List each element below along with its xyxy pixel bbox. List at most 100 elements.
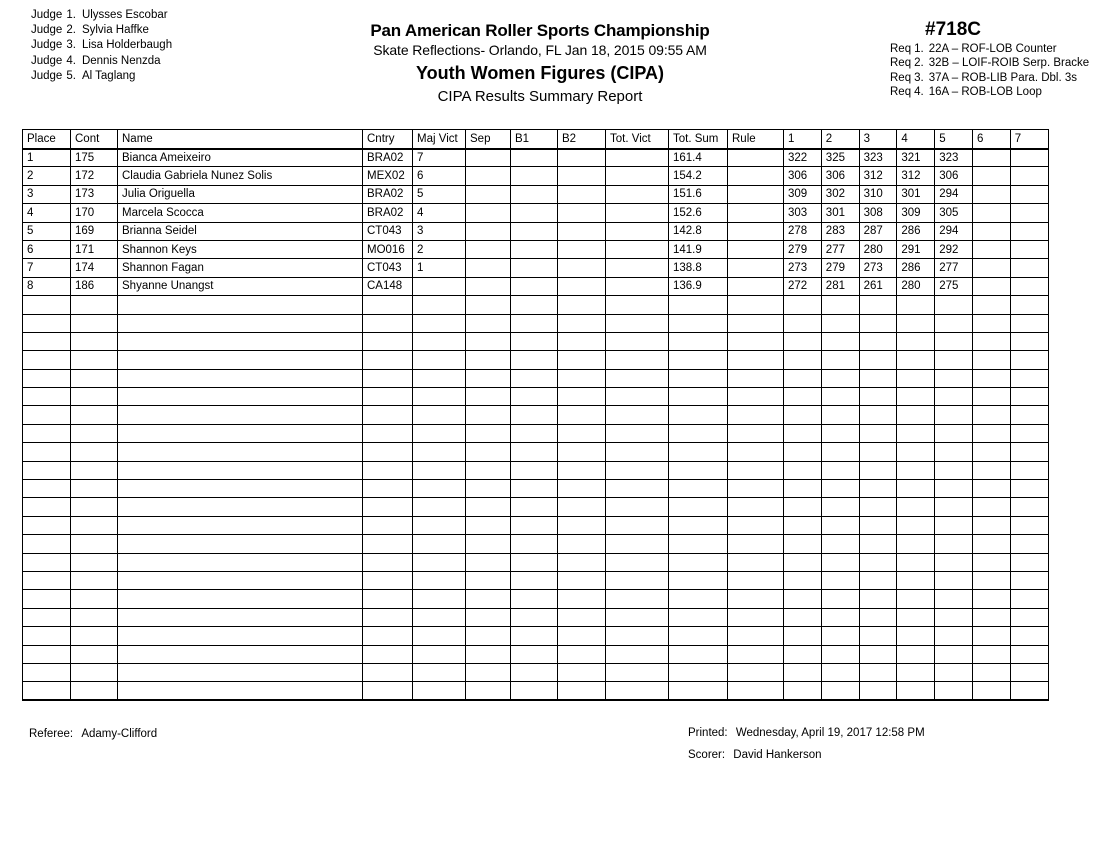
table-row-empty bbox=[22, 552, 1049, 572]
judge-number: 2. bbox=[66, 24, 76, 37]
cell-empty bbox=[896, 405, 936, 425]
cell-empty bbox=[22, 350, 71, 370]
cell-empty bbox=[896, 534, 936, 554]
cell-place: 7 bbox=[22, 258, 71, 278]
cell-empty bbox=[934, 644, 973, 664]
cell-b2 bbox=[557, 147, 606, 168]
cell-empty bbox=[858, 331, 898, 352]
printed-line: Printed: Wednesday, April 19, 2017 12:58… bbox=[688, 727, 925, 739]
cell-empty bbox=[22, 331, 71, 352]
cell-empty bbox=[1009, 497, 1049, 517]
cell-empty bbox=[783, 387, 822, 407]
cell-empty bbox=[896, 626, 936, 646]
cell-empty bbox=[934, 368, 973, 389]
cell-empty bbox=[465, 295, 511, 315]
cell-empty bbox=[465, 405, 511, 425]
cell-maj-vict: 4 bbox=[412, 203, 466, 223]
cell-empty bbox=[557, 405, 606, 425]
cell-empty bbox=[362, 331, 413, 352]
cell-empty bbox=[783, 570, 822, 591]
cell-empty bbox=[727, 515, 784, 536]
cell-empty bbox=[117, 368, 363, 389]
requirement-label: Req bbox=[890, 86, 912, 99]
cell-empty bbox=[362, 644, 413, 664]
cell-empty bbox=[1009, 552, 1049, 572]
cell-place: 1 bbox=[22, 147, 71, 168]
cell-empty bbox=[971, 313, 1011, 333]
cell-empty bbox=[783, 607, 822, 628]
cell-empty bbox=[605, 570, 669, 591]
cell-empty bbox=[858, 460, 898, 481]
judge-label: Judge bbox=[31, 54, 63, 67]
meet-title: Pan American Roller Sports Championship bbox=[370, 21, 710, 40]
cell-empty bbox=[465, 662, 511, 683]
judge-label: Judge bbox=[31, 39, 63, 52]
cell-judge-6-score bbox=[971, 184, 1011, 205]
cell-empty bbox=[668, 331, 728, 352]
cell-judge-2-score: 301 bbox=[820, 203, 860, 223]
cell-empty bbox=[465, 607, 511, 628]
judge-name: Sylvia Haffke bbox=[81, 24, 149, 37]
cell-empty bbox=[896, 515, 936, 536]
cell-empty bbox=[668, 295, 728, 315]
requirements-list: Req 1. 22A – ROF-LOB Counter Req 2. 32B – LOI… bbox=[860, 42, 1100, 100]
cell-empty bbox=[934, 534, 973, 554]
cell-empty bbox=[117, 350, 363, 370]
cell-cont: 169 bbox=[70, 221, 118, 241]
cell-empty bbox=[858, 387, 898, 407]
cell-empty bbox=[605, 607, 669, 628]
requirement-label: Req bbox=[890, 43, 912, 55]
cell-empty bbox=[727, 387, 784, 407]
cell-empty bbox=[70, 607, 118, 628]
cell-judge-4-score: 312 bbox=[896, 166, 936, 186]
cell-empty bbox=[70, 497, 118, 517]
cell-empty bbox=[22, 681, 71, 702]
cell-empty bbox=[858, 423, 898, 444]
cell-empty bbox=[22, 368, 71, 389]
cell-empty bbox=[557, 368, 606, 389]
cell-empty bbox=[465, 442, 511, 462]
cell-judge-3-score: 310 bbox=[858, 184, 898, 205]
cell-judge-3-score: 308 bbox=[858, 203, 898, 223]
cell-empty bbox=[783, 515, 822, 536]
table-header-row: Place Cont Name Cntry Maj Vict Sep B1 B2… bbox=[22, 129, 1049, 150]
table-row-empty bbox=[22, 570, 1049, 591]
cell-empty bbox=[22, 607, 71, 628]
judge-entry: Judge 3. Lisa Holderbaugh bbox=[31, 38, 331, 53]
table-row-empty bbox=[22, 497, 1049, 517]
cell-empty bbox=[465, 570, 511, 591]
cell-b2 bbox=[557, 221, 606, 241]
cell-empty bbox=[820, 644, 860, 664]
cell-empty bbox=[362, 479, 413, 499]
cell-empty bbox=[783, 460, 822, 481]
cell-empty bbox=[510, 313, 558, 333]
cell-empty bbox=[22, 442, 71, 462]
cell-empty bbox=[465, 644, 511, 664]
cell-empty bbox=[117, 644, 363, 664]
table-row-empty bbox=[22, 607, 1049, 628]
judge-number: 5. bbox=[66, 69, 76, 82]
cell-rule bbox=[727, 276, 784, 297]
judge-entry: Judge 1. Ulysses Escobar bbox=[31, 8, 331, 23]
cell-empty bbox=[858, 350, 898, 370]
cell-empty bbox=[465, 681, 511, 702]
cell-sep bbox=[465, 258, 511, 278]
cell-empty bbox=[70, 681, 118, 702]
cell-empty bbox=[1009, 405, 1049, 425]
cell-judge-6-score bbox=[971, 258, 1011, 278]
cell-judge-1-score: 322 bbox=[783, 147, 822, 168]
cell-empty bbox=[934, 497, 973, 517]
cell-b1 bbox=[510, 184, 558, 205]
cell-empty bbox=[605, 589, 669, 609]
cell-empty bbox=[70, 405, 118, 425]
cell-empty bbox=[934, 479, 973, 499]
table-row: 2 172 Claudia Gabriela Nunez Solis MEX02 6 15… bbox=[22, 166, 1049, 186]
cell-empty bbox=[362, 387, 413, 407]
cell-sep bbox=[465, 239, 511, 260]
cell-b2 bbox=[557, 239, 606, 260]
cell-empty bbox=[22, 313, 71, 333]
cell-sep bbox=[465, 221, 511, 241]
cell-cntry: MO016 bbox=[362, 239, 413, 260]
cell-empty bbox=[465, 552, 511, 572]
cell-cntry: CT043 bbox=[362, 221, 413, 241]
